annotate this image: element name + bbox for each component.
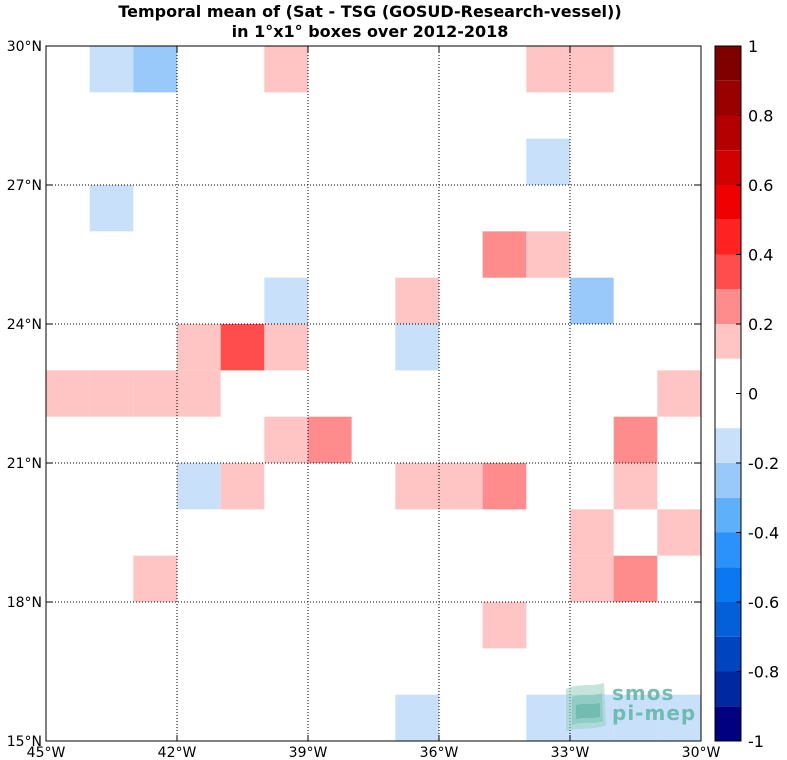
colorbar-tick-label: -0.8 <box>748 663 779 682</box>
colorbar-swatch <box>715 497 741 533</box>
colorbar-swatch <box>715 324 741 359</box>
heatmap-cell <box>482 231 527 278</box>
x-tick-label: 39°W <box>289 745 328 760</box>
x-tick-label: 36°W <box>420 745 459 760</box>
heatmap-cell <box>264 46 308 93</box>
colorbar-tick-label: -1 <box>748 732 764 751</box>
y-tick-label: 15°N <box>7 734 42 750</box>
colorbar-tick-label: 0.2 <box>748 315 773 334</box>
heatmap-cell <box>133 370 177 417</box>
x-tick-label: 33°W <box>551 745 590 760</box>
colorbar-swatch <box>715 254 741 290</box>
y-tick-label: 18°N <box>7 595 42 611</box>
heatmap-cell <box>526 138 570 185</box>
colorbar-swatch <box>715 80 741 116</box>
x-tick-label: 45°W <box>27 745 66 760</box>
colorbar-swatch <box>715 428 741 463</box>
heatmap-cell <box>613 694 658 741</box>
colorbar-tick-label: -0.6 <box>748 593 779 612</box>
heatmap-cell <box>570 555 614 602</box>
chart-title-line2: in 1°x1° boxes over 2012-2018 <box>231 22 509 41</box>
colorbar-tick-label: 0.6 <box>748 176 773 195</box>
heatmap-cell <box>526 46 570 93</box>
heatmap-cell <box>570 46 614 93</box>
plot-frame <box>45 45 702 742</box>
heatmap-cell <box>133 555 177 602</box>
colorbar-swatch <box>715 185 741 220</box>
heatmap-cell <box>613 463 658 510</box>
colorbar-tick-label: 0 <box>748 385 758 404</box>
colorbar-swatch <box>715 46 741 81</box>
y-tick-label: 27°N <box>7 178 42 194</box>
heatmap-cell <box>526 231 570 278</box>
colorbar: 1 0.8 0.6 0.4 0.2 0 -0.2 -0.4 -0.6 -0.8 -1 <box>714 37 779 751</box>
heatmap-cell <box>264 416 308 463</box>
colorbar-swatch <box>715 567 741 602</box>
heatmap-cell <box>657 509 701 556</box>
heatmap-cell <box>89 370 134 417</box>
heatmap-cells <box>46 46 701 741</box>
colorbar-tick-label: 0.8 <box>748 107 773 126</box>
heatmap-cell <box>482 602 527 649</box>
heatmap-cell <box>264 324 308 371</box>
heatmap-cell <box>308 416 352 463</box>
chart-title-line1: Temporal mean of (Sat - TSG (GOSUD-Resea… <box>118 2 622 21</box>
colorbar-swatch <box>715 636 741 672</box>
colorbar-swatch <box>715 602 741 637</box>
y-tick-label: 30°N <box>7 39 42 55</box>
heatmap-cell <box>177 324 221 371</box>
heatmap-cell <box>439 463 483 510</box>
colorbar-swatch <box>715 671 741 707</box>
heatmap-cell <box>482 463 527 510</box>
heatmap-cell <box>613 416 658 463</box>
colorbar-swatch <box>715 463 741 498</box>
logo-text-smos: smos <box>612 681 675 705</box>
heatmap-cell <box>395 463 439 510</box>
y-axis: 15°N 18°N 21°N 24°N 27°N 30°N <box>7 39 701 750</box>
y-tick-label: 24°N <box>7 317 42 333</box>
x-tick-label: 30°W <box>682 745 721 760</box>
x-tick-label: 42°W <box>158 745 197 760</box>
heatmap-cell <box>220 324 265 371</box>
heatmap-cell <box>395 324 439 371</box>
heatmap-cell <box>46 370 90 417</box>
colorbar-tick-label: 0.4 <box>748 246 773 265</box>
colorbar-tick-label: -0.2 <box>748 454 779 473</box>
colorbar-swatch <box>715 219 741 255</box>
colorbar-tick-label: -0.4 <box>748 524 779 543</box>
logo-text-pi-mep: pi-mep <box>612 701 697 725</box>
grid-lines <box>46 46 701 741</box>
heatmap-cell <box>526 694 570 741</box>
heatmap-cell <box>177 370 221 417</box>
heatmap-cell <box>220 463 265 510</box>
smos-pi-mep-logo: smos pi-mep <box>560 677 700 737</box>
logo-mark-icon <box>566 683 606 731</box>
heatmap-cell <box>570 277 614 324</box>
heatmap-cell <box>264 277 308 324</box>
heatmap-cell <box>657 370 701 417</box>
colorbar-swatch <box>715 289 741 324</box>
heatmap-cell <box>395 694 439 741</box>
heatmap-cell <box>89 185 134 232</box>
colorbar-swatch <box>715 115 741 151</box>
colorbar-swatch <box>715 150 741 185</box>
heatmap-cell <box>177 463 221 510</box>
x-axis: 45°W 42°W 39°W 36°W 33°W 30°W <box>27 46 721 760</box>
colorbar-swatch <box>715 532 741 568</box>
heatmap-cell <box>657 694 701 741</box>
heatmap-cell <box>395 277 439 324</box>
colorbar-swatch <box>715 706 741 741</box>
heatmap-cell <box>133 46 177 93</box>
colorbar-tick-label: 1 <box>748 37 758 56</box>
heatmap-cell <box>570 509 614 556</box>
heatmap-cell <box>89 46 134 93</box>
y-tick-label: 21°N <box>7 456 42 472</box>
heatmap-cell <box>613 555 658 602</box>
